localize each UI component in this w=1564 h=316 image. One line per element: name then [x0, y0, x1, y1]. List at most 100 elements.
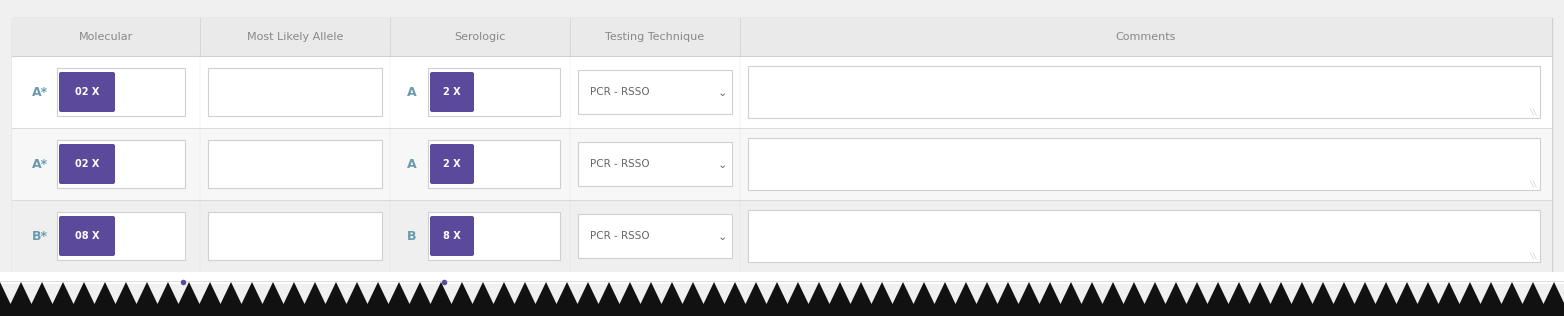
FancyBboxPatch shape: [429, 140, 560, 188]
Polygon shape: [1512, 282, 1533, 316]
FancyBboxPatch shape: [430, 216, 474, 256]
FancyBboxPatch shape: [13, 18, 1551, 272]
Polygon shape: [715, 282, 735, 316]
Polygon shape: [1343, 282, 1365, 316]
Polygon shape: [294, 282, 314, 316]
Polygon shape: [252, 282, 274, 316]
Text: 08 X: 08 X: [75, 231, 99, 241]
Text: B*: B*: [31, 229, 48, 242]
Polygon shape: [798, 282, 820, 316]
Polygon shape: [735, 282, 755, 316]
Polygon shape: [1176, 282, 1196, 316]
Polygon shape: [483, 282, 504, 316]
Text: A: A: [407, 157, 418, 171]
Polygon shape: [336, 282, 357, 316]
Polygon shape: [568, 282, 588, 316]
FancyBboxPatch shape: [56, 68, 185, 116]
Text: PCR - RSSO: PCR - RSSO: [590, 231, 649, 241]
Text: ╲╲: ╲╲: [1530, 181, 1537, 188]
FancyBboxPatch shape: [208, 140, 382, 188]
Polygon shape: [651, 282, 673, 316]
Polygon shape: [378, 282, 399, 316]
Polygon shape: [1428, 282, 1448, 316]
FancyBboxPatch shape: [430, 144, 474, 184]
FancyBboxPatch shape: [0, 272, 1564, 284]
FancyBboxPatch shape: [208, 68, 382, 116]
Polygon shape: [127, 282, 147, 316]
Polygon shape: [693, 282, 715, 316]
Text: Most Likely Allele: Most Likely Allele: [247, 32, 343, 42]
Text: 02 X: 02 X: [75, 159, 99, 169]
Polygon shape: [1448, 282, 1470, 316]
Text: Testing Technique: Testing Technique: [605, 32, 704, 42]
Text: PCR - RSSO: PCR - RSSO: [590, 87, 649, 97]
FancyBboxPatch shape: [429, 68, 560, 116]
Polygon shape: [1365, 282, 1386, 316]
Text: Molecular: Molecular: [78, 32, 133, 42]
Text: A*: A*: [31, 157, 48, 171]
FancyBboxPatch shape: [579, 214, 732, 258]
Polygon shape: [1154, 282, 1176, 316]
FancyBboxPatch shape: [208, 212, 382, 260]
Polygon shape: [1134, 282, 1154, 316]
Polygon shape: [1555, 282, 1564, 316]
Polygon shape: [526, 282, 546, 316]
Polygon shape: [1470, 282, 1490, 316]
FancyBboxPatch shape: [13, 128, 1551, 200]
Polygon shape: [608, 282, 630, 316]
Text: 8 X: 8 X: [443, 231, 461, 241]
Polygon shape: [189, 282, 210, 316]
Text: ╲╲: ╲╲: [1530, 253, 1537, 260]
Polygon shape: [421, 282, 441, 316]
FancyBboxPatch shape: [748, 138, 1541, 190]
Polygon shape: [1049, 282, 1071, 316]
Polygon shape: [902, 282, 924, 316]
Polygon shape: [755, 282, 777, 316]
Polygon shape: [504, 282, 526, 316]
FancyBboxPatch shape: [59, 144, 116, 184]
FancyBboxPatch shape: [13, 18, 1551, 56]
Polygon shape: [862, 282, 882, 316]
Text: PCR - RSSO: PCR - RSSO: [590, 159, 649, 169]
Polygon shape: [882, 282, 902, 316]
Polygon shape: [630, 282, 651, 316]
Text: ⌄: ⌄: [718, 88, 727, 98]
FancyBboxPatch shape: [56, 212, 185, 260]
Polygon shape: [357, 282, 378, 316]
Polygon shape: [274, 282, 294, 316]
Polygon shape: [588, 282, 608, 316]
Polygon shape: [84, 282, 105, 316]
Polygon shape: [167, 282, 189, 316]
Polygon shape: [1092, 282, 1114, 316]
Polygon shape: [1301, 282, 1323, 316]
FancyBboxPatch shape: [56, 140, 185, 188]
Polygon shape: [1261, 282, 1281, 316]
Polygon shape: [1490, 282, 1512, 316]
FancyBboxPatch shape: [59, 72, 116, 112]
Polygon shape: [820, 282, 840, 316]
Text: Serologic: Serologic: [454, 32, 505, 42]
Polygon shape: [147, 282, 167, 316]
FancyBboxPatch shape: [430, 72, 474, 112]
FancyBboxPatch shape: [579, 142, 732, 186]
Polygon shape: [1196, 282, 1218, 316]
FancyBboxPatch shape: [748, 66, 1541, 118]
Text: ⌄: ⌄: [718, 232, 727, 242]
FancyBboxPatch shape: [748, 210, 1541, 262]
Polygon shape: [461, 282, 483, 316]
Polygon shape: [1281, 282, 1301, 316]
Polygon shape: [546, 282, 568, 316]
Polygon shape: [210, 282, 231, 316]
Polygon shape: [399, 282, 421, 316]
Polygon shape: [1323, 282, 1343, 316]
Text: 2 X: 2 X: [443, 87, 461, 97]
Text: ⌄: ⌄: [718, 160, 727, 170]
Text: Comments: Comments: [1115, 32, 1176, 42]
Polygon shape: [20, 282, 42, 316]
FancyBboxPatch shape: [13, 200, 1551, 272]
Polygon shape: [1009, 282, 1029, 316]
Polygon shape: [945, 282, 967, 316]
Polygon shape: [231, 282, 252, 316]
Text: B: B: [407, 229, 416, 242]
Polygon shape: [1386, 282, 1408, 316]
